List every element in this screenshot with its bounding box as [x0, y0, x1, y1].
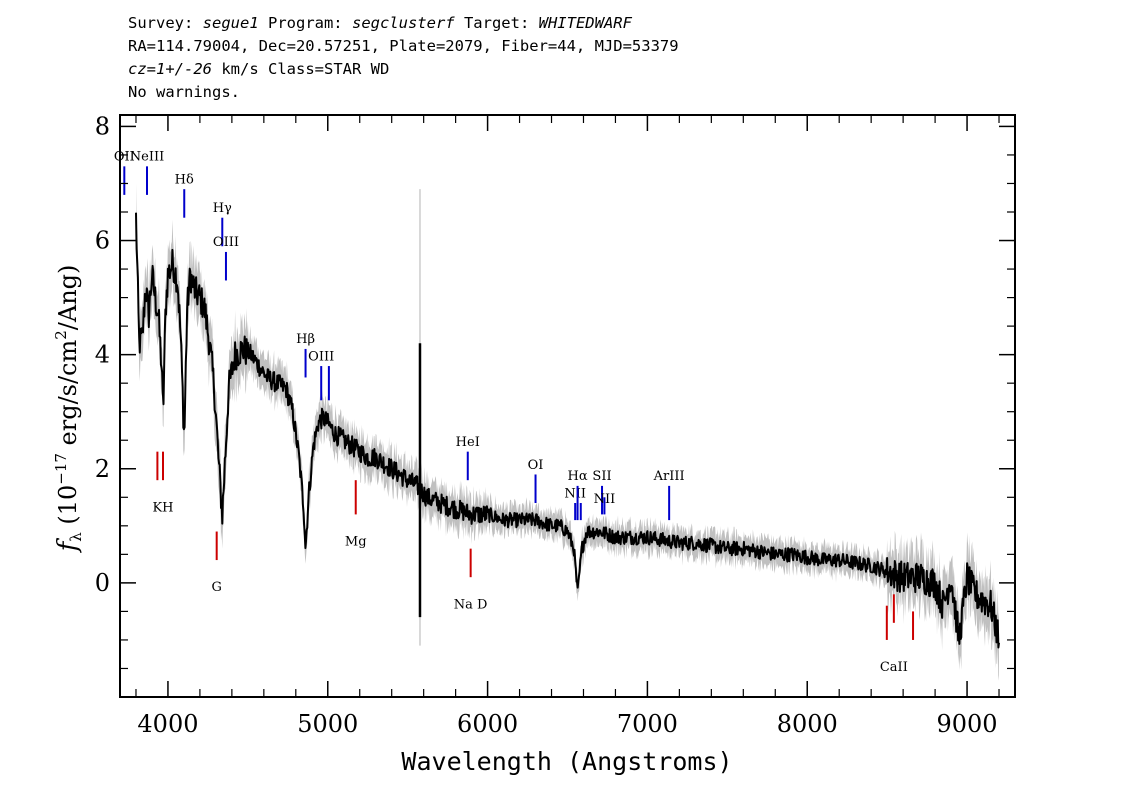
y-axis-title-units: erg/s/cm	[54, 339, 82, 453]
y-axis-title-sq: 2	[52, 330, 70, 340]
y-axis-title-exp: −17	[52, 453, 70, 485]
line-label-14: NII	[594, 492, 616, 507]
program-value: segclusterf	[351, 14, 455, 32]
line-label-15: ArIII	[653, 469, 685, 484]
plot-frame	[119, 114, 1016, 698]
line-label-22: CaII	[880, 660, 908, 675]
x-axis-title: Wavelength (Angstroms)	[401, 747, 732, 776]
program-label: Program:	[258, 14, 352, 32]
line-label-8: HeI	[456, 435, 480, 450]
header-line-warnings: No warnings.	[128, 83, 240, 101]
y-tick-label-1: 2	[95, 455, 110, 483]
line-label-11: Hα	[568, 469, 588, 484]
line-label-19: Mg	[345, 535, 367, 550]
line-label-13: SII	[592, 469, 611, 484]
y-axis-title: fλ (10−17 erg/s/cm2/Ang)	[52, 265, 85, 554]
y-tick-label-2: 4	[95, 341, 110, 369]
x-tick-label-1: 5000	[297, 710, 358, 738]
line-label-6: OIII	[308, 349, 334, 364]
line-label-9: OI	[528, 458, 544, 473]
line-label-3: Hγ	[213, 201, 232, 216]
header-line-redshift: cz=1+/-26 km/s Class=STAR WD	[128, 58, 389, 80]
line-label-4: OIII	[213, 235, 239, 250]
target-value: WHITEDWARF	[538, 14, 632, 32]
line-label-18: G	[211, 580, 221, 595]
svg-text:fλ (10−17 erg/s/cm2/Ang): fλ (10−17 erg/s/cm2/Ang)	[52, 265, 85, 554]
header-line-survey: Survey: segue1 Program: segclusterf Targ…	[128, 12, 632, 34]
x-tick-label-3: 7000	[617, 710, 678, 738]
line-label-20: Na D	[454, 597, 488, 612]
x-tick-label-0: 4000	[137, 710, 198, 738]
y-axis-title-base: (10	[54, 485, 82, 533]
y-axis-title-lambda: λ	[67, 532, 85, 542]
target-label: Target:	[454, 14, 539, 32]
x-tick-label-4: 8000	[777, 710, 838, 738]
line-label-1: NeIII	[130, 150, 164, 165]
y-tick-label-4: 8	[95, 112, 110, 140]
cz-value: cz=1+/-26	[128, 60, 212, 78]
line-label-2: Hδ	[175, 172, 194, 187]
survey-label: Survey:	[128, 14, 203, 32]
survey-value: segue1	[202, 14, 259, 32]
flux-error-band	[136, 182, 999, 681]
y-tick-label-3: 6	[95, 227, 110, 255]
header-line-coordinates: RA=114.79004, Dec=20.57251, Plate=2079, …	[128, 37, 679, 55]
y-tick-label-0: 0	[95, 569, 110, 597]
line-label-17: KH	[152, 500, 173, 515]
line-label-10: NII	[564, 486, 586, 501]
x-tick-label-5: 9000	[937, 710, 998, 738]
line-label-5: Hβ	[296, 332, 315, 347]
x-tick-label-2: 6000	[457, 710, 518, 738]
class-text: km/s Class=STAR WD	[212, 60, 390, 78]
flux-series-line	[135, 212, 1000, 649]
y-axis-title-per-ang: /Ang)	[54, 265, 82, 331]
